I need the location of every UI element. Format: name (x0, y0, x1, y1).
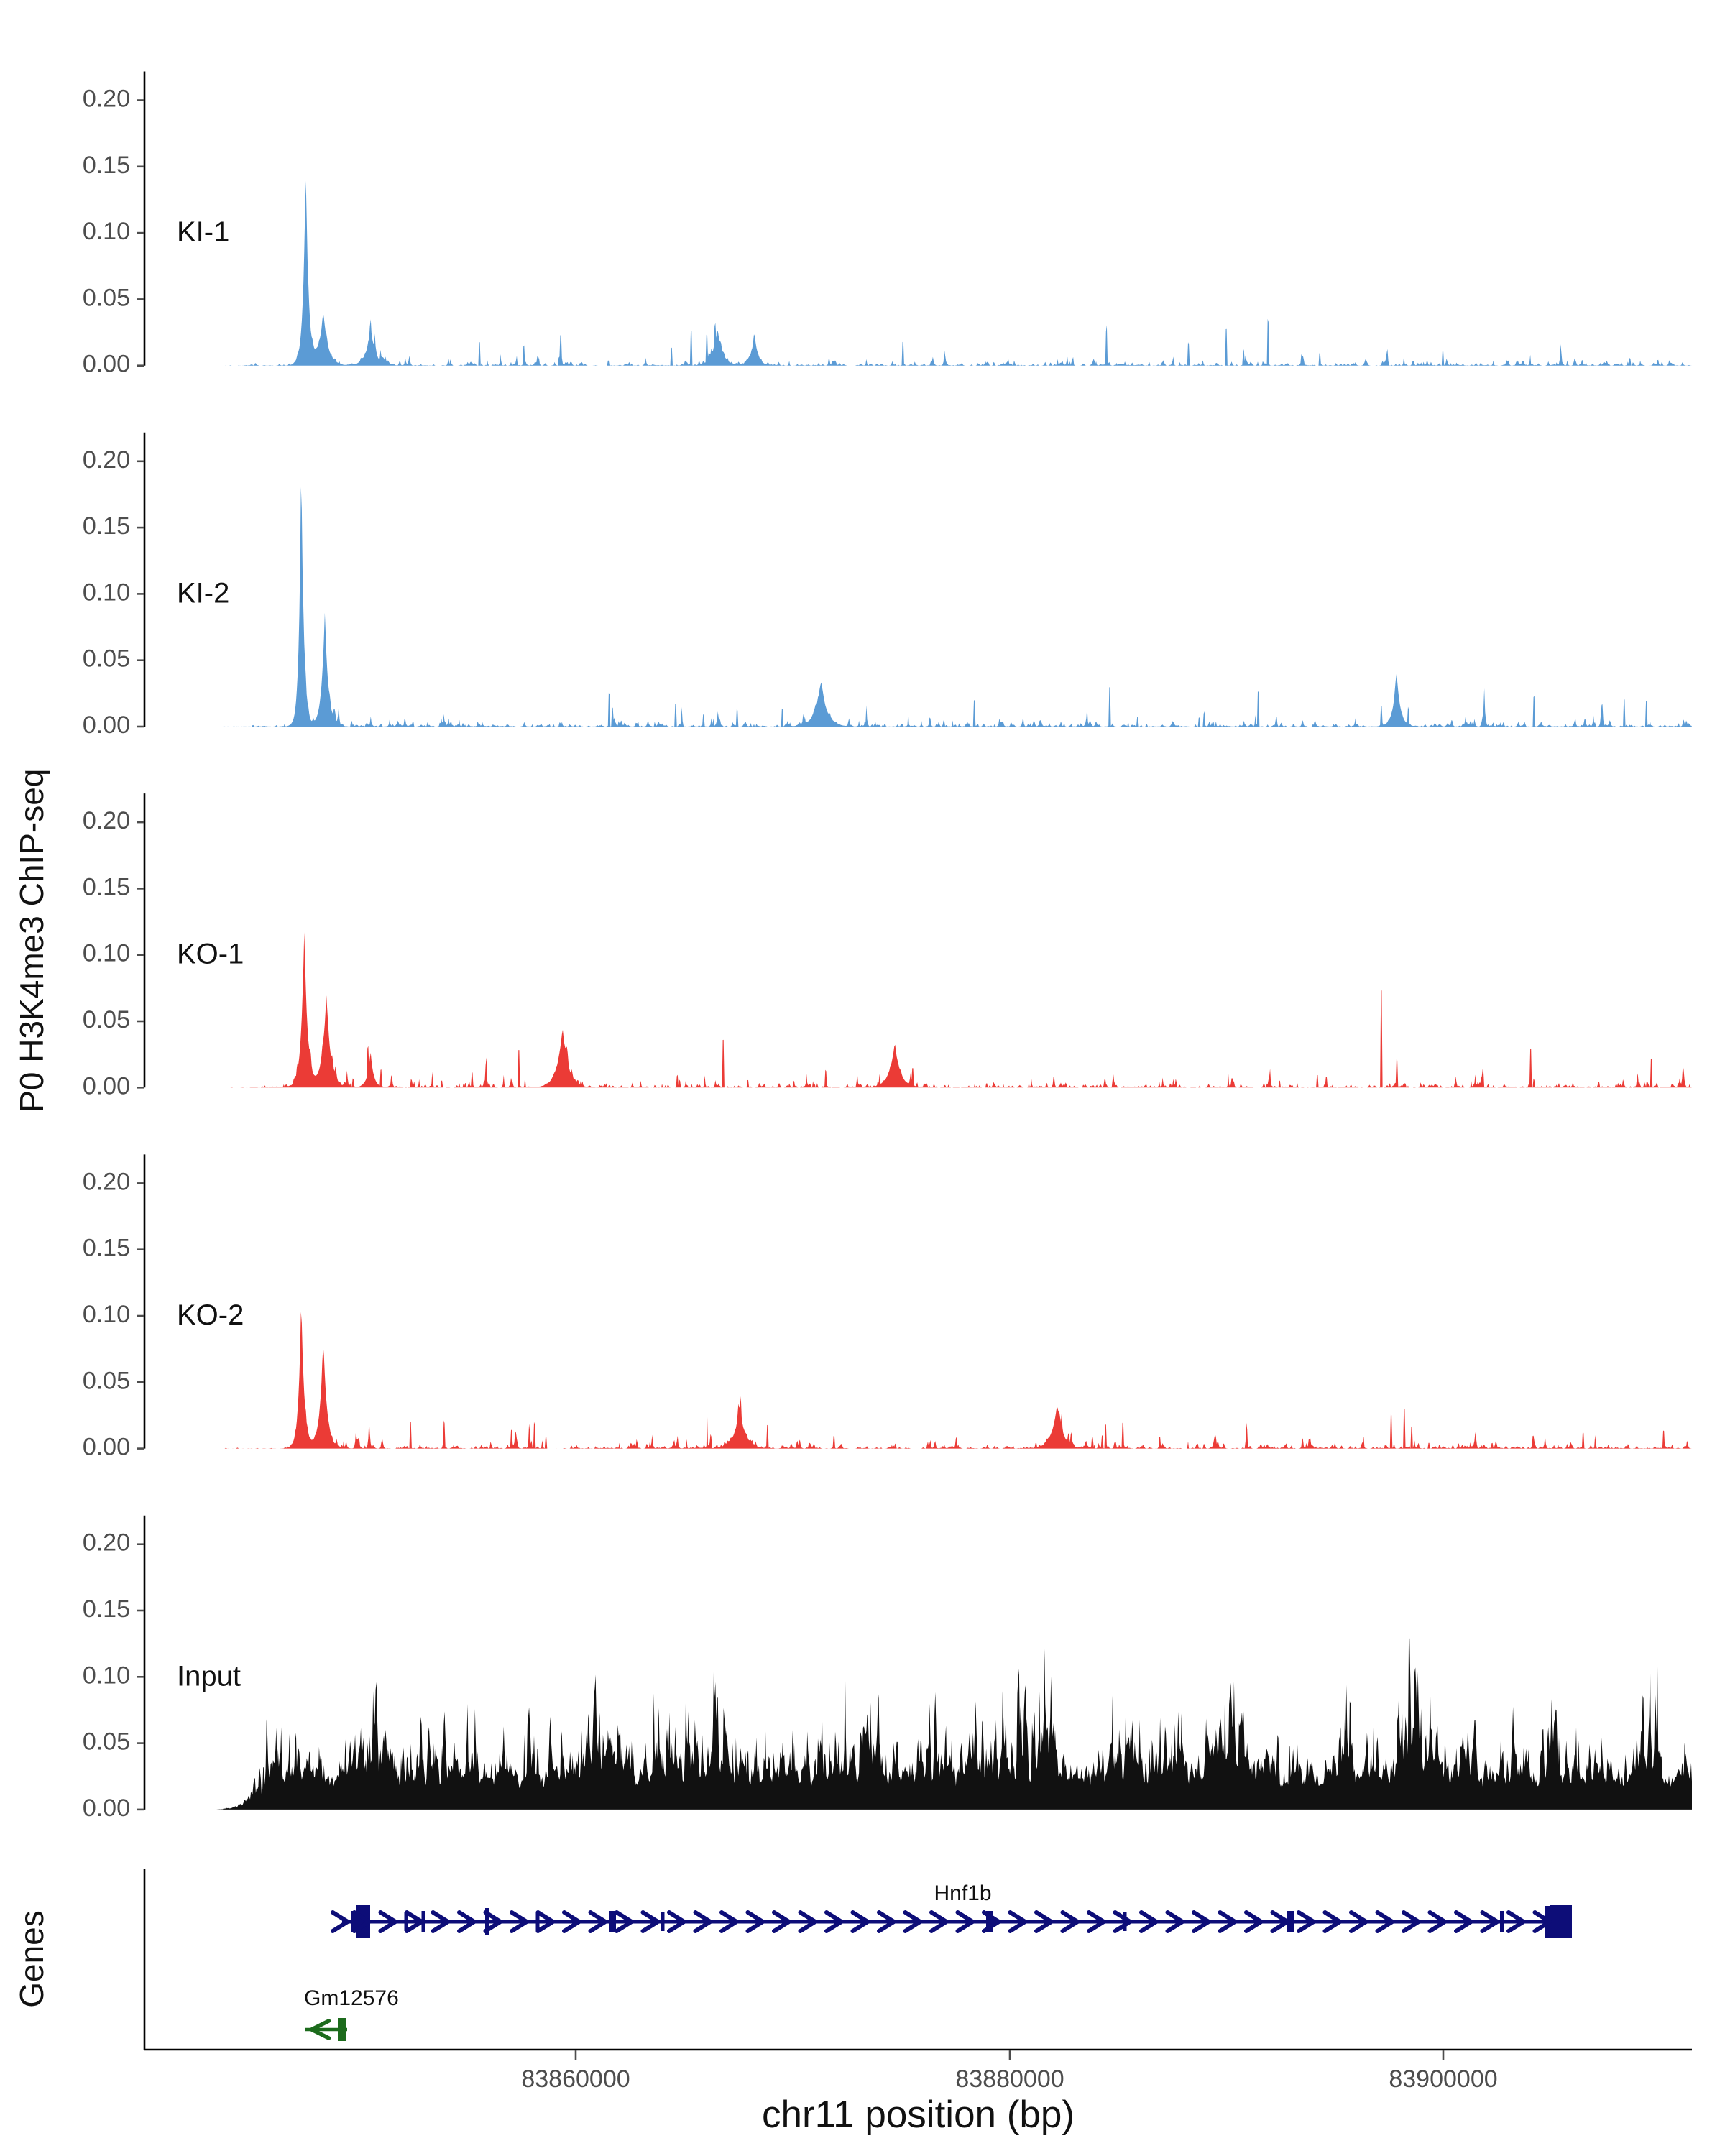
svg-text:0.20: 0.20 (83, 1529, 130, 1557)
svg-text:0.05: 0.05 (83, 284, 130, 311)
svg-text:KO-2: KO-2 (177, 1299, 244, 1331)
svg-text:0.15: 0.15 (83, 1595, 130, 1623)
svg-text:0.15: 0.15 (83, 1235, 130, 1262)
svg-text:KI-1: KI-1 (177, 216, 229, 248)
svg-text:0.00: 0.00 (83, 711, 130, 739)
svg-text:0.00: 0.00 (83, 1434, 130, 1461)
svg-text:0.15: 0.15 (83, 512, 130, 540)
svg-text:Hnf1b: Hnf1b (934, 1881, 991, 1905)
svg-text:0.10: 0.10 (83, 1662, 130, 1689)
svg-text:0.00: 0.00 (83, 1072, 130, 1100)
svg-text:83900000: 83900000 (1389, 2065, 1497, 2093)
svg-text:P0 H3K4me3 ChIP-seq: P0 H3K4me3 ChIP-seq (13, 769, 50, 1112)
svg-text:0.05: 0.05 (83, 1367, 130, 1394)
svg-text:0.20: 0.20 (83, 86, 130, 113)
svg-text:0.20: 0.20 (83, 807, 130, 834)
svg-text:0.20: 0.20 (83, 446, 130, 474)
svg-text:0.20: 0.20 (83, 1168, 130, 1195)
svg-text:0.10: 0.10 (83, 218, 130, 245)
svg-text:83880000: 83880000 (955, 2065, 1064, 2093)
svg-text:Gm12576: Gm12576 (304, 1986, 399, 2010)
svg-text:0.05: 0.05 (83, 1006, 130, 1033)
svg-text:KO-1: KO-1 (177, 939, 244, 970)
svg-text:0.10: 0.10 (83, 579, 130, 606)
svg-text:0.05: 0.05 (83, 1728, 130, 1756)
svg-text:Input: Input (177, 1660, 241, 1692)
svg-text:83860000: 83860000 (521, 2065, 630, 2093)
svg-text:Genes: Genes (13, 1910, 50, 2008)
svg-text:0.05: 0.05 (83, 645, 130, 673)
svg-text:chr11 position (bp): chr11 position (bp) (762, 2093, 1075, 2136)
svg-text:0.15: 0.15 (83, 873, 130, 900)
svg-text:0.10: 0.10 (83, 1301, 130, 1328)
svg-text:0.00: 0.00 (83, 1795, 130, 1822)
svg-text:0.15: 0.15 (83, 152, 130, 179)
svg-text:0.00: 0.00 (83, 351, 130, 378)
svg-text:KI-2: KI-2 (177, 577, 229, 609)
svg-text:0.10: 0.10 (83, 940, 130, 967)
